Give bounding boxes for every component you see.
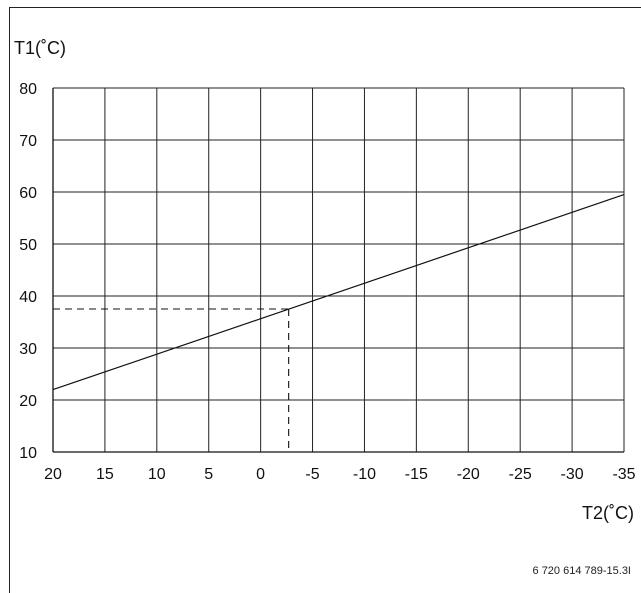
x-tick-label: -30 — [561, 466, 584, 483]
y-axis-tick-labels: 80 70 60 50 40 30 20 10 — [19, 81, 37, 462]
x-tick-label: 0 — [256, 466, 265, 483]
x-axis-tick-labels: 20 15 10 5 0 -5 -10 -15 -20 -25 -30 -35 — [44, 466, 636, 483]
y-tick-label: 40 — [19, 289, 37, 306]
x-tick-label: -20 — [457, 466, 480, 483]
x-tick-label: -15 — [405, 466, 428, 483]
x-tick-label: 15 — [96, 466, 114, 483]
chart-series — [52, 194, 625, 391]
x-tick-label: 20 — [44, 466, 62, 483]
figure-reference-code: 6 720 614 789-15.3I — [532, 565, 631, 577]
chart-axes — [52, 88, 624, 453]
y-tick-label: 20 — [19, 393, 37, 410]
y-tick-label: 60 — [19, 185, 37, 202]
y-axis-title: T1(˚C) — [14, 38, 66, 58]
x-axis-title: T2(˚C) — [582, 503, 634, 523]
y-tick-label: 10 — [19, 445, 37, 462]
figure-frame — [9, 7, 641, 593]
x-tick-label: 10 — [148, 466, 166, 483]
x-tick-label: 5 — [204, 466, 213, 483]
reference-dashed-lines — [53, 308, 290, 452]
chart-grid — [53, 87, 625, 452]
x-tick-label: -5 — [305, 466, 319, 483]
x-tick-label: -10 — [353, 466, 376, 483]
y-tick-label: 30 — [19, 341, 37, 358]
y-tick-label: 50 — [19, 237, 37, 254]
heating-curve-line — [52, 194, 625, 391]
x-tick-label: -25 — [509, 466, 532, 483]
y-tick-label: 70 — [19, 133, 37, 150]
x-tick-label: -35 — [612, 466, 635, 483]
y-tick-label: 80 — [19, 81, 37, 98]
